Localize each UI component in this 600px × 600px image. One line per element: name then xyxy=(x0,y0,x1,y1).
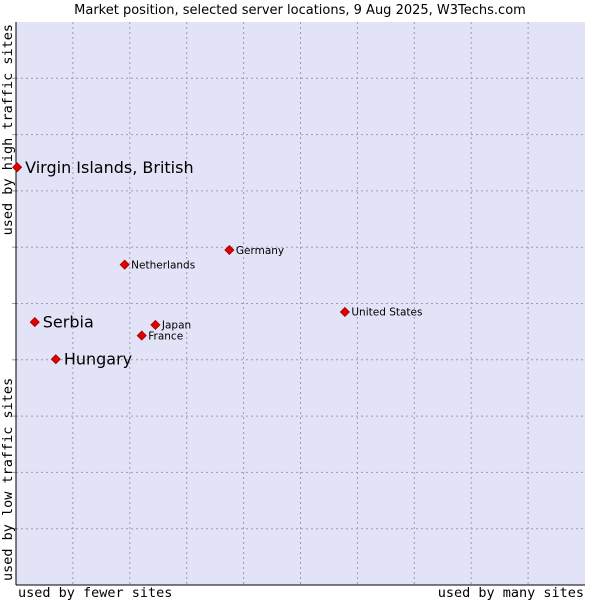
point-label: Hungary xyxy=(64,350,132,369)
data-point-virgin-islands-british: Virgin Islands, British xyxy=(12,158,194,177)
point-label: Germany xyxy=(236,245,284,257)
point-label: Virgin Islands, British xyxy=(25,158,193,177)
point-label: United States xyxy=(351,307,422,319)
point-marker xyxy=(12,162,23,173)
point-marker xyxy=(224,244,235,256)
point-marker xyxy=(50,354,61,365)
point-marker xyxy=(150,319,161,330)
data-point-japan: Japan xyxy=(150,319,191,332)
data-point-united-states: United States xyxy=(339,306,422,319)
data-point-hungary: Hungary xyxy=(50,350,132,369)
point-label: Japan xyxy=(161,320,191,332)
y-axis-label-bottom: used by low traffic sites xyxy=(0,378,16,581)
data-point-germany: Germany xyxy=(224,244,284,257)
point-label: France xyxy=(148,330,183,342)
point-marker xyxy=(29,317,40,328)
chart-title: Market position, selected server locatio… xyxy=(74,3,526,18)
point-label: Netherlands xyxy=(131,259,195,271)
point-marker xyxy=(119,259,130,270)
data-points: Virgin Islands, British Germany Netherland… xyxy=(12,158,422,369)
data-point-serbia: Serbia xyxy=(29,313,94,332)
grid-lines xyxy=(12,22,585,585)
point-label: Serbia xyxy=(43,313,94,332)
point-marker xyxy=(339,306,350,318)
data-point-france: France xyxy=(136,330,183,342)
y-axis-label-top: used by high traffic sites xyxy=(0,24,16,235)
x-axis-label-left: used by fewer sites xyxy=(18,585,172,600)
data-point-netherlands: Netherlands xyxy=(119,259,195,271)
x-axis-label-right: used by many sites xyxy=(438,585,584,600)
point-marker xyxy=(136,330,147,341)
